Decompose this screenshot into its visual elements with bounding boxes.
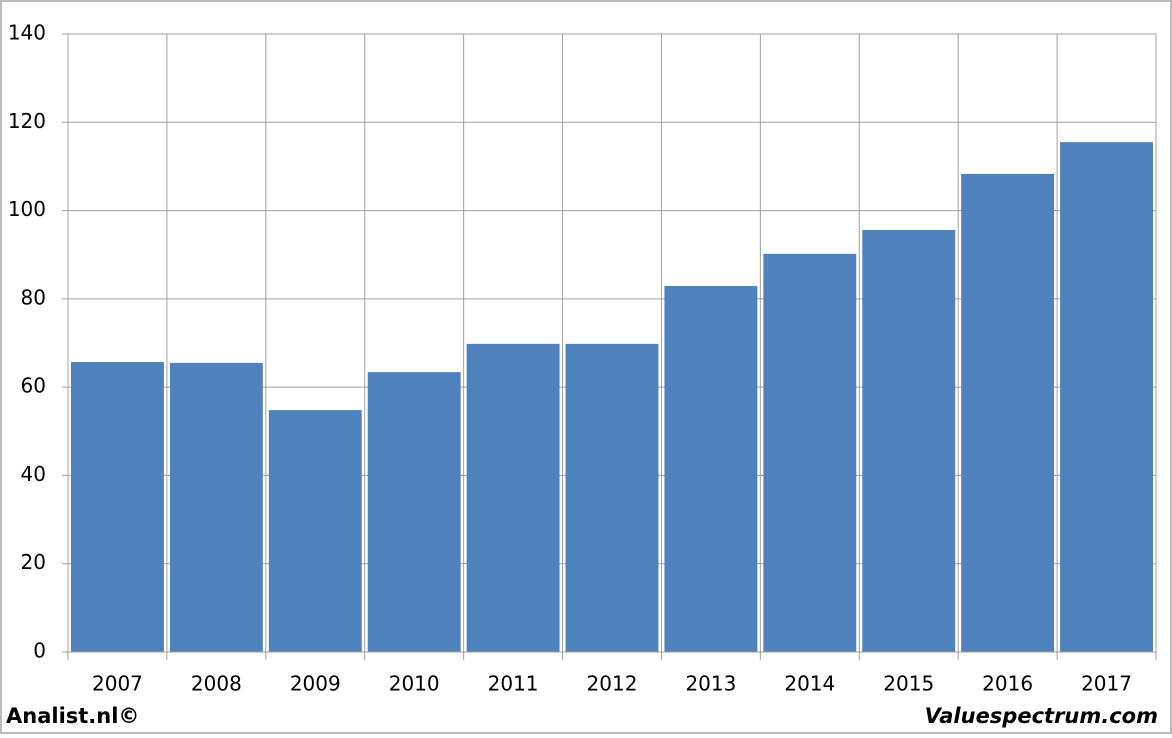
x-tick-label: 2014 (784, 672, 835, 696)
y-tick-label: 60 (21, 374, 46, 398)
x-tick-label: 2010 (389, 672, 440, 696)
x-tick-label: 2011 (488, 672, 539, 696)
bar (664, 286, 758, 652)
x-tick-label: 2015 (883, 672, 934, 696)
bar (961, 173, 1055, 652)
bar (862, 229, 956, 652)
x-tick-label: 2012 (587, 672, 638, 696)
y-tick-label: 20 (21, 550, 46, 574)
x-tick-label: 2017 (1081, 672, 1132, 696)
x-tick-label: 2013 (685, 672, 736, 696)
bar (763, 253, 857, 652)
bar (466, 343, 560, 652)
y-tick-label: 140 (8, 21, 46, 45)
bar (268, 410, 362, 652)
bar (71, 361, 164, 652)
x-tick-label: 2009 (290, 672, 341, 696)
x-tick-label: 2008 (191, 672, 242, 696)
footer-right: Valuespectrum.com (925, 704, 1158, 728)
x-tick-label: 2007 (92, 672, 143, 696)
y-tick-label: 100 (8, 197, 46, 221)
footer-left: Analist.nl© (6, 704, 139, 728)
bar (169, 362, 263, 652)
y-tick-label: 120 (8, 109, 46, 133)
y-tick-label: 0 (33, 639, 46, 663)
bar (1060, 142, 1153, 652)
y-tick-label: 80 (21, 285, 46, 309)
bar (367, 372, 461, 652)
bar (565, 343, 659, 652)
y-tick-label: 40 (21, 462, 46, 486)
x-tick-label: 2016 (982, 672, 1033, 696)
